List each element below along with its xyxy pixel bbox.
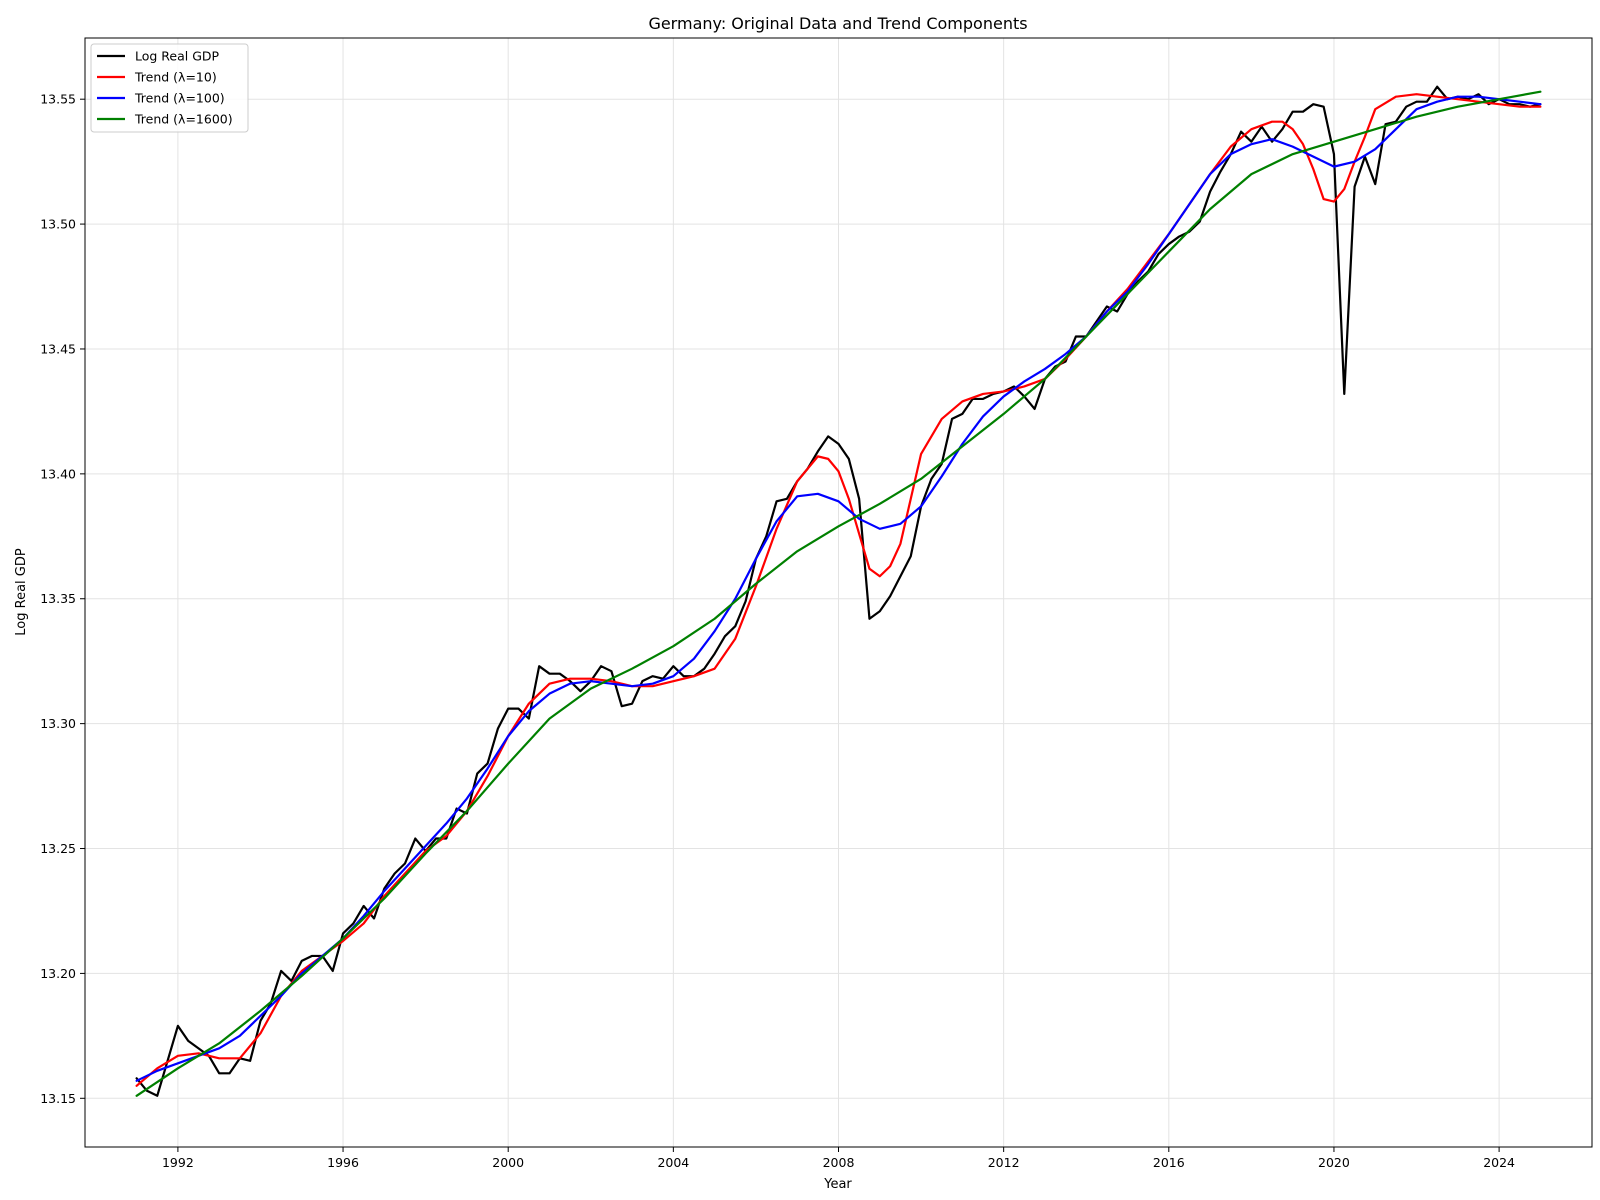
x-tick-label: 2000 (492, 1155, 524, 1170)
y-tick-label: 13.30 (40, 716, 76, 731)
x-tick-label: 1996 (327, 1155, 359, 1170)
plot-area (135, 85, 1542, 1097)
series-line-trend-1600 (135, 90, 1542, 1097)
x-tick-label: 2012 (988, 1155, 1020, 1170)
y-axis-label: Log Real GDP (14, 548, 29, 636)
y-tick-label: 13.35 (40, 591, 76, 606)
legend-label: Trend (λ=1600) (134, 112, 233, 127)
y-tick-label: 13.40 (40, 466, 76, 481)
y-tick-label: 13.20 (40, 966, 76, 981)
x-axis-label: Year (823, 1177, 852, 1192)
y-tick-label: 13.55 (40, 92, 76, 107)
y-tick-label: 13.50 (40, 217, 76, 232)
series-line-trend-100 (135, 95, 1542, 1082)
y-tick-label: 13.25 (40, 841, 76, 856)
y-tick-label: 13.15 (40, 1091, 76, 1106)
legend-box (90, 43, 249, 133)
y-tick-label: 13.45 (40, 341, 76, 356)
legend-label: Trend (λ=100) (134, 91, 225, 106)
legend-label: Log Real GDP (135, 49, 220, 64)
x-axis-ticks: 1992 1996 2000 2004 2008 2012 2016 2020 2024 (162, 1147, 1515, 1170)
series-line-trend-10 (135, 93, 1542, 1087)
legend: Log Real GDP Trend (λ=10) Trend (λ=100) Tre… (90, 43, 249, 133)
x-tick-label: 2016 (1153, 1155, 1185, 1170)
y-axis-ticks: 13.15 13.20 13.25 13.30 13.35 13.40 13.45 13.50… (40, 92, 85, 1106)
legend-label: Trend (λ=10) (134, 70, 217, 85)
x-tick-label: 2004 (657, 1155, 689, 1170)
grid (85, 38, 1592, 1147)
x-tick-label: 2024 (1483, 1155, 1515, 1170)
chart-title: Germany: Original Data and Trend Compone… (648, 14, 1027, 33)
x-tick-label: 1992 (162, 1155, 194, 1170)
x-tick-label: 2008 (823, 1155, 855, 1170)
x-tick-label: 2020 (1318, 1155, 1350, 1170)
